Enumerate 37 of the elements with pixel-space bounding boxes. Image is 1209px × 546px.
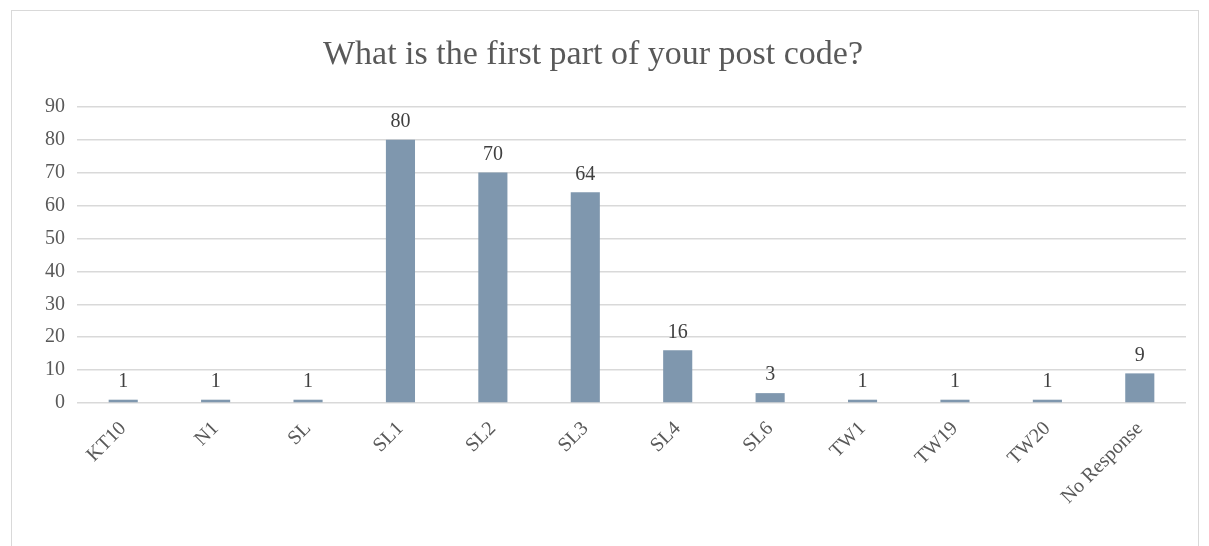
data-label: 1 [1042, 368, 1053, 391]
y-tick-label: 20 [45, 324, 65, 347]
data-label: 70 [482, 141, 503, 164]
data-label: 1 [949, 368, 960, 391]
bar [663, 350, 693, 403]
bar [1125, 373, 1155, 403]
data-label: 80 [390, 108, 411, 131]
x-tick-label: SL [282, 416, 315, 449]
data-label: 1 [303, 368, 314, 391]
x-tick-label: SL2 [460, 416, 500, 456]
x-tick-label: SL4 [645, 416, 685, 456]
y-tick-label: 0 [55, 390, 65, 413]
bar [385, 139, 416, 403]
data-label: 1 [857, 368, 868, 391]
x-tick-label: SL1 [367, 416, 407, 456]
y-tick-label: 80 [45, 126, 65, 149]
y-tick-label: 90 [45, 94, 65, 117]
data-label: 16 [667, 319, 688, 342]
bar [570, 192, 600, 403]
x-tick-label: N1 [189, 416, 223, 450]
bar [755, 393, 785, 403]
x-tick-label: SL3 [552, 416, 592, 456]
data-label: 1 [118, 368, 129, 391]
data-label: 64 [575, 161, 596, 184]
y-tick-label: 70 [45, 159, 65, 182]
y-tick-label: 60 [45, 192, 65, 215]
data-label: 3 [765, 362, 776, 385]
data-label: 1 [210, 368, 221, 391]
chart-title: What is the first part of your post code? [322, 34, 864, 72]
y-tick-label: 30 [45, 291, 65, 314]
y-tick-label: 40 [45, 258, 65, 281]
x-tick-label: TW1 [824, 416, 870, 462]
bar [478, 172, 508, 403]
data-label: 9 [1134, 342, 1145, 365]
x-tick-label: SL6 [737, 416, 777, 456]
y-tick-label: 10 [45, 357, 65, 380]
y-tick-label: 50 [45, 225, 65, 248]
